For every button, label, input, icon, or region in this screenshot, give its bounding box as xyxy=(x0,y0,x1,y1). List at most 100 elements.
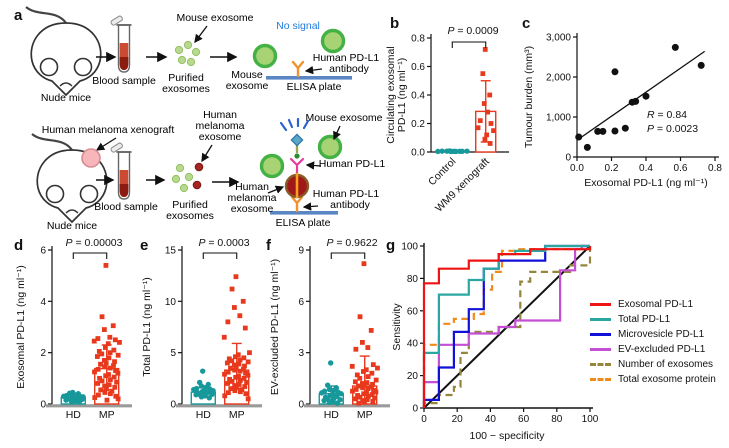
data-point xyxy=(369,384,374,390)
detection-antibody-pink xyxy=(289,157,305,174)
data-point xyxy=(361,391,367,397)
data-point xyxy=(199,368,206,374)
label-purified-1a: Purified xyxy=(168,72,204,84)
data-point xyxy=(611,127,619,135)
data-point xyxy=(107,377,113,383)
melanoma-exosome-dot xyxy=(194,162,204,172)
data-point xyxy=(642,92,650,100)
panel-c-chart: 0 1,000 2,000 3,000 0.0 0.2 0.4 0.6 0.8 Tumour bu… xyxy=(523,33,722,190)
roc-curve-exosomal-pd-l1 xyxy=(422,246,592,408)
y-tick-label: 10 xyxy=(165,297,177,308)
data-point xyxy=(107,334,113,340)
y-tick-label: 0.8 xyxy=(411,34,425,45)
data-point xyxy=(364,390,369,396)
data-point xyxy=(370,362,376,368)
legend-item: Microvesicle PD-L1 xyxy=(590,329,716,340)
data-point xyxy=(583,143,591,151)
pointer-arrow xyxy=(304,65,323,75)
points-Control xyxy=(435,148,470,155)
data-point xyxy=(485,109,491,115)
roc-curve-microvesicle-pd-l1 xyxy=(422,244,590,408)
exosome-dot xyxy=(179,183,189,193)
label-antibody-2a: Human PD-L1 xyxy=(313,188,380,200)
data-point xyxy=(235,352,241,358)
y-tick-label: 0 xyxy=(565,153,571,164)
y-tick-label: 1,000 xyxy=(546,113,571,124)
label-mouse-exo-1a: Mouse xyxy=(231,69,263,81)
data-point xyxy=(228,365,233,371)
data-point xyxy=(360,385,366,391)
data-point xyxy=(240,298,246,304)
y-tick-label: 0 xyxy=(298,400,304,411)
legend-item: Exosomal PD-L1 xyxy=(590,299,716,310)
capture-antibody-2 xyxy=(290,195,304,213)
panel-e-chart: 0 5 10 15 Total PD-L1 (ng ml⁻¹) HD MP P = 0.000… xyxy=(141,237,262,421)
data-point xyxy=(241,366,246,372)
legend-label: Total PD-L1 xyxy=(618,314,671,325)
data-point xyxy=(115,370,121,376)
data-point xyxy=(233,274,239,280)
mouse-exosome-near-left xyxy=(259,153,285,179)
data-point xyxy=(362,399,367,405)
data-point xyxy=(95,381,101,386)
p-value-label: P = 0.9622 xyxy=(326,237,377,249)
data-point xyxy=(375,365,380,371)
data-point xyxy=(107,350,113,356)
y-tick-label: 0 xyxy=(170,400,176,411)
data-point xyxy=(229,286,235,292)
data-point xyxy=(232,388,238,394)
y-tick-label: 2 xyxy=(40,348,46,359)
label-mel-c: exosome xyxy=(231,203,274,215)
mouse-exosome-big-1 xyxy=(252,43,278,69)
data-point xyxy=(361,261,367,267)
data-point xyxy=(237,313,243,319)
data-point xyxy=(237,368,243,374)
data-point xyxy=(321,397,327,404)
purified-exosomes-cluster-1 xyxy=(174,40,201,67)
y-tick-label: 0.0 xyxy=(411,148,425,159)
error-bar-HD xyxy=(326,385,337,401)
data-point xyxy=(236,382,242,387)
data-point xyxy=(117,340,122,345)
signal-rays xyxy=(279,117,310,132)
label-purified-1b: exosomes xyxy=(162,83,210,95)
exosome-dot xyxy=(177,55,187,65)
elisa-plate-1 xyxy=(266,76,352,80)
label-nude-mice-1: Nude mice xyxy=(41,92,91,104)
blood-tube-1 xyxy=(109,14,133,73)
data-point xyxy=(242,363,247,369)
data-point xyxy=(356,383,361,389)
error-bar-WM9 xenograft xyxy=(480,80,491,143)
data-point xyxy=(373,377,379,383)
error-bar-MP xyxy=(101,344,112,391)
data-point xyxy=(697,61,705,69)
panel-letter-e: e xyxy=(140,237,149,254)
pointer-arrow xyxy=(201,144,213,163)
x-axis-label: Exosomal PD-L1 (ng ml⁻¹) xyxy=(584,177,707,189)
legend-label: Exosomal PD-L1 xyxy=(618,299,694,310)
data-point xyxy=(491,128,496,134)
exosome-dot xyxy=(184,172,194,182)
significance-bracket xyxy=(72,252,108,259)
data-point xyxy=(350,388,355,394)
label-antibody-2b: antibody xyxy=(330,199,370,211)
data-point xyxy=(112,359,117,365)
data-point xyxy=(464,148,470,154)
x-category-label: MP xyxy=(99,409,115,421)
pointer-arrow xyxy=(194,25,208,44)
label-purified-2b: exosomes xyxy=(166,210,214,222)
data-point xyxy=(632,97,640,105)
data-point xyxy=(364,397,370,403)
panel-letter-f: f xyxy=(266,237,271,254)
exosome-dot xyxy=(171,174,181,184)
legend-label: Total exosome protein xyxy=(618,374,716,385)
roc-curve-total-pd-l1 xyxy=(422,244,590,408)
data-point xyxy=(95,336,101,341)
data-point xyxy=(621,124,629,132)
data-point xyxy=(480,71,486,77)
melanoma-exosome-dot xyxy=(192,180,202,190)
data-point xyxy=(233,354,238,360)
data-point xyxy=(225,319,231,325)
data-point xyxy=(96,348,102,354)
